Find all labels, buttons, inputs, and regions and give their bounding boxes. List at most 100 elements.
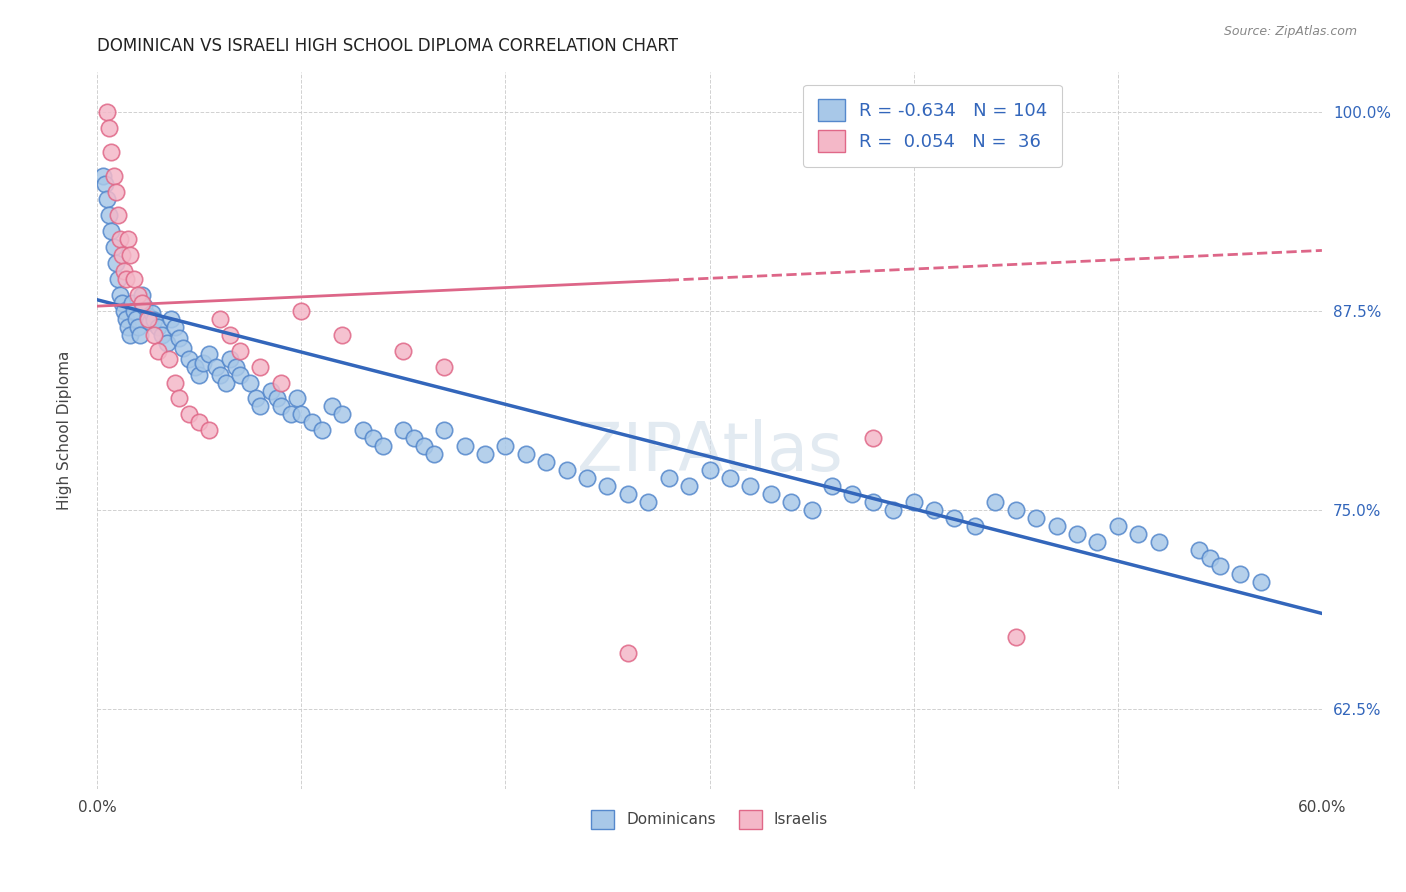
- Point: [143, 327, 166, 342]
- Point: [129, 327, 152, 342]
- Point: [155, 335, 177, 350]
- Point: [1209, 558, 1232, 573]
- Point: [98, 120, 121, 135]
- Point: [143, 313, 166, 327]
- Point: [759, 487, 782, 501]
- Point: [152, 327, 174, 342]
- Point: [118, 327, 141, 342]
- Point: [122, 272, 145, 286]
- Point: [108, 232, 131, 246]
- Point: [157, 351, 180, 366]
- Text: ZIPAtlas: ZIPAtlas: [576, 419, 842, 485]
- Point: [94, 177, 117, 191]
- Point: [208, 312, 231, 326]
- Point: [188, 368, 211, 382]
- Point: [111, 296, 134, 310]
- Point: [352, 423, 374, 437]
- Point: [112, 304, 135, 318]
- Point: [215, 376, 238, 390]
- Point: [637, 495, 659, 509]
- Point: [576, 471, 599, 485]
- Point: [98, 208, 121, 222]
- Point: [159, 312, 181, 326]
- Point: [412, 439, 434, 453]
- Point: [184, 359, 207, 374]
- Point: [167, 392, 190, 406]
- Point: [163, 319, 186, 334]
- Point: [163, 376, 186, 390]
- Point: [114, 312, 136, 326]
- Point: [330, 327, 353, 342]
- Point: [1229, 566, 1251, 581]
- Point: [239, 376, 262, 390]
- Point: [136, 312, 159, 326]
- Point: [148, 319, 170, 334]
- Point: [617, 487, 640, 501]
- Point: [780, 495, 803, 509]
- Point: [800, 503, 823, 517]
- Point: [280, 408, 302, 422]
- Point: [91, 169, 114, 183]
- Point: [198, 423, 221, 437]
- Point: [433, 423, 456, 437]
- Point: [177, 408, 200, 422]
- Point: [266, 392, 288, 406]
- Legend: Dominicans, Israelis: Dominicans, Israelis: [585, 804, 834, 835]
- Point: [96, 193, 118, 207]
- Point: [172, 341, 194, 355]
- Point: [321, 400, 343, 414]
- Point: [108, 288, 131, 302]
- Point: [270, 400, 292, 414]
- Point: [984, 495, 1007, 509]
- Point: [127, 288, 149, 302]
- Point: [862, 495, 884, 509]
- Point: [127, 319, 149, 334]
- Text: DOMINICAN VS ISRAELI HIGH SCHOOL DIPLOMA CORRELATION CHART: DOMINICAN VS ISRAELI HIGH SCHOOL DIPLOMA…: [97, 37, 678, 55]
- Point: [103, 169, 125, 183]
- Point: [121, 296, 143, 310]
- Point: [112, 264, 135, 278]
- Point: [536, 455, 558, 469]
- Point: [100, 224, 122, 238]
- Point: [301, 416, 323, 430]
- Point: [617, 646, 640, 660]
- Point: [229, 343, 252, 358]
- Point: [208, 368, 231, 382]
- Point: [311, 423, 333, 437]
- Point: [111, 248, 134, 262]
- Point: [218, 351, 240, 366]
- Point: [249, 400, 271, 414]
- Point: [1004, 503, 1026, 517]
- Point: [167, 331, 190, 345]
- Point: [1025, 511, 1047, 525]
- Point: [260, 384, 283, 398]
- Point: [1128, 526, 1150, 541]
- Point: [270, 376, 292, 390]
- Point: [134, 299, 156, 313]
- Point: [245, 392, 267, 406]
- Y-axis label: High School Diploma: High School Diploma: [58, 351, 72, 510]
- Point: [290, 304, 312, 318]
- Point: [125, 312, 148, 326]
- Point: [1188, 542, 1211, 557]
- Point: [148, 343, 170, 358]
- Point: [131, 296, 153, 310]
- Point: [204, 359, 226, 374]
- Point: [104, 185, 127, 199]
- Point: [678, 479, 700, 493]
- Point: [433, 359, 456, 374]
- Point: [1107, 519, 1129, 533]
- Point: [903, 495, 925, 509]
- Point: [193, 356, 215, 370]
- Point: [1085, 534, 1108, 549]
- Point: [423, 447, 446, 461]
- Point: [392, 343, 415, 358]
- Point: [862, 431, 884, 445]
- Point: [922, 503, 945, 517]
- Point: [188, 416, 211, 430]
- Point: [699, 463, 721, 477]
- Point: [103, 240, 125, 254]
- Point: [330, 408, 353, 422]
- Point: [285, 392, 308, 406]
- Point: [402, 431, 425, 445]
